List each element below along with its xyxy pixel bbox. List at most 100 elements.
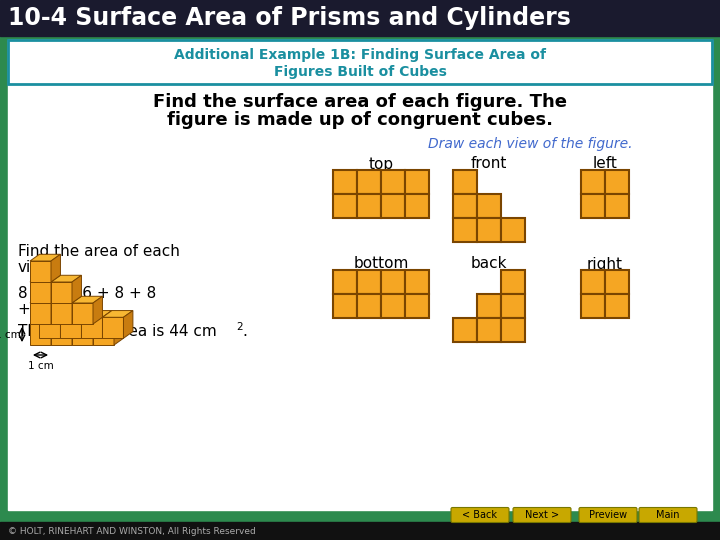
Bar (357, 194, 381, 218)
Bar (501, 270, 525, 294)
Bar (477, 218, 501, 242)
Bar (581, 294, 605, 318)
Text: 1 cm: 1 cm (27, 361, 53, 371)
Bar (381, 294, 405, 318)
Text: top: top (369, 157, 394, 172)
Bar (477, 318, 501, 342)
Bar (333, 170, 357, 194)
Bar (581, 170, 605, 194)
Bar (333, 270, 357, 294)
Polygon shape (81, 310, 91, 338)
Text: left: left (593, 157, 618, 172)
Polygon shape (93, 324, 114, 345)
Polygon shape (81, 310, 112, 318)
Text: .: . (242, 325, 247, 340)
Polygon shape (40, 318, 60, 338)
Polygon shape (60, 310, 91, 318)
Bar (357, 294, 381, 318)
FancyBboxPatch shape (639, 508, 697, 523)
Polygon shape (51, 296, 60, 324)
Polygon shape (60, 318, 81, 338)
Text: Draw each view of the figure.: Draw each view of the figure. (428, 137, 632, 151)
Bar (381, 170, 405, 194)
Text: view.: view. (18, 260, 57, 275)
Polygon shape (114, 318, 123, 345)
Polygon shape (51, 275, 81, 282)
Text: Preview: Preview (589, 510, 627, 520)
FancyBboxPatch shape (451, 508, 509, 523)
Polygon shape (93, 296, 102, 324)
Polygon shape (51, 254, 60, 282)
Polygon shape (102, 318, 123, 338)
Bar (501, 218, 525, 242)
Polygon shape (51, 318, 60, 345)
Polygon shape (51, 318, 81, 324)
Bar (453, 218, 477, 242)
Text: Figures Built of Cubes: Figures Built of Cubes (274, 65, 446, 79)
Bar (605, 194, 629, 218)
Polygon shape (81, 318, 102, 338)
Bar (453, 170, 477, 194)
Bar (357, 170, 381, 194)
Polygon shape (30, 275, 60, 282)
Polygon shape (123, 310, 133, 338)
Bar (405, 170, 429, 194)
Polygon shape (51, 282, 72, 303)
Polygon shape (51, 324, 72, 345)
Text: 8 + 8 + 6 + 8 + 8: 8 + 8 + 6 + 8 + 8 (18, 287, 156, 301)
Bar (333, 194, 357, 218)
Text: figure is made up of congruent cubes.: figure is made up of congruent cubes. (167, 111, 553, 129)
Polygon shape (72, 318, 81, 345)
Polygon shape (30, 254, 60, 261)
Text: 10-4 Surface Area of Prisms and Cylinders: 10-4 Surface Area of Prisms and Cylinder… (8, 6, 571, 30)
Bar (381, 270, 405, 294)
Text: < Back: < Back (462, 510, 498, 520)
Text: back: back (471, 256, 508, 272)
Bar (8, 40, 712, 84)
Polygon shape (40, 310, 70, 318)
Polygon shape (102, 310, 133, 318)
Bar (405, 270, 429, 294)
Polygon shape (72, 324, 93, 345)
Bar (0, 0, 720, 36)
Text: + 6 = 44: + 6 = 44 (18, 302, 87, 318)
Polygon shape (30, 318, 60, 324)
Text: Next >: Next > (525, 510, 559, 520)
Bar (501, 318, 525, 342)
Polygon shape (30, 282, 51, 303)
Bar (605, 270, 629, 294)
Polygon shape (72, 318, 102, 324)
Bar (605, 294, 629, 318)
Text: Find the area of each: Find the area of each (18, 245, 180, 260)
Bar (333, 294, 357, 318)
Bar (0, 522, 720, 540)
Bar (477, 194, 501, 218)
Bar (581, 270, 605, 294)
Polygon shape (72, 296, 81, 324)
Bar (8, 40, 712, 84)
Polygon shape (30, 296, 60, 303)
Polygon shape (72, 275, 81, 303)
Bar (581, 194, 605, 218)
Text: The surface area is 44 cm: The surface area is 44 cm (18, 325, 217, 340)
Text: front: front (471, 157, 507, 172)
Bar (453, 194, 477, 218)
Text: Main: Main (656, 510, 680, 520)
FancyBboxPatch shape (579, 508, 637, 523)
Text: Find the surface area of each figure. The: Find the surface area of each figure. Th… (153, 93, 567, 111)
Bar (501, 294, 525, 318)
FancyBboxPatch shape (513, 508, 571, 523)
Text: 1 cm: 1 cm (0, 329, 21, 340)
Text: Additional Example 1B: Finding Surface Area of: Additional Example 1B: Finding Surface A… (174, 49, 546, 63)
Polygon shape (93, 318, 102, 345)
Bar (405, 194, 429, 218)
Polygon shape (51, 303, 72, 324)
Polygon shape (51, 275, 60, 303)
Bar (8, 40, 712, 510)
Bar (405, 294, 429, 318)
Bar (453, 318, 477, 342)
Text: © HOLT, RINEHART AND WINSTON, All Rights Reserved: © HOLT, RINEHART AND WINSTON, All Rights… (8, 526, 256, 536)
Text: bottom: bottom (354, 256, 409, 272)
Polygon shape (30, 324, 51, 345)
Polygon shape (30, 261, 51, 282)
